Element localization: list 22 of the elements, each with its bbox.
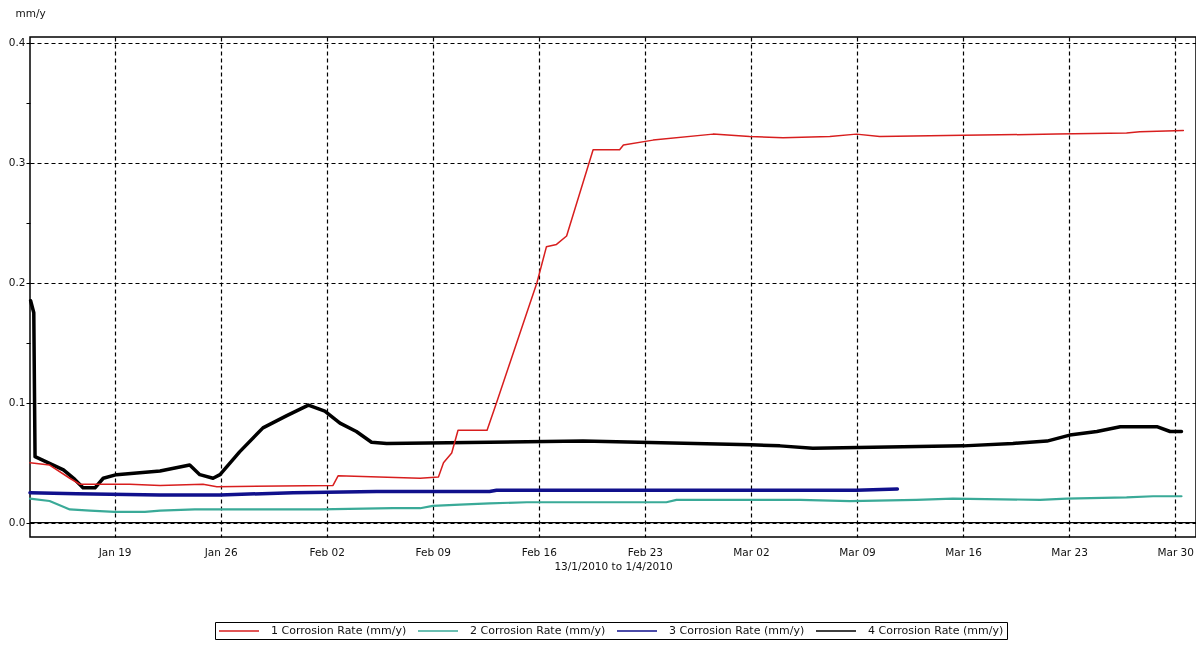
y-tick-label: 0.4 (8, 36, 26, 49)
x-tick-label: Mar 16 (945, 545, 983, 558)
y-tick-label: 0.0 (8, 516, 26, 529)
y-axis-title: mm/y (15, 6, 46, 19)
x-tick-label: Jan 26 (203, 545, 238, 558)
x-tick-label: Mar 09 (839, 545, 876, 558)
y-tick-label: 0.1 (8, 396, 26, 409)
legend-label: 4 Corrosion Rate (mm/y) (868, 624, 1004, 637)
x-tick-label: Mar 02 (733, 545, 770, 558)
x-tick-label: Mar 30 (1157, 545, 1194, 558)
y-tick-label: 0.3 (8, 156, 26, 169)
x-tick-label: Mar 23 (1051, 545, 1088, 558)
x-axis-title: 13/1/2010 to 1/4/2010 (554, 560, 673, 572)
x-tick-label: Feb 16 (521, 545, 558, 558)
legend-label: 3 Corrosion Rate (mm/y) (669, 624, 805, 637)
x-tick-label: Feb 09 (415, 545, 451, 558)
y-tick-label: 0.2 (8, 276, 26, 289)
x-tick-label: Jan 19 (97, 545, 132, 558)
legend-label: 2 Corrosion Rate (mm/y) (470, 624, 606, 637)
x-tick-label: Feb 23 (627, 545, 664, 558)
legend-label: 1 Corrosion Rate (mm/y) (271, 624, 407, 637)
x-tick-label: Feb 02 (309, 545, 345, 558)
